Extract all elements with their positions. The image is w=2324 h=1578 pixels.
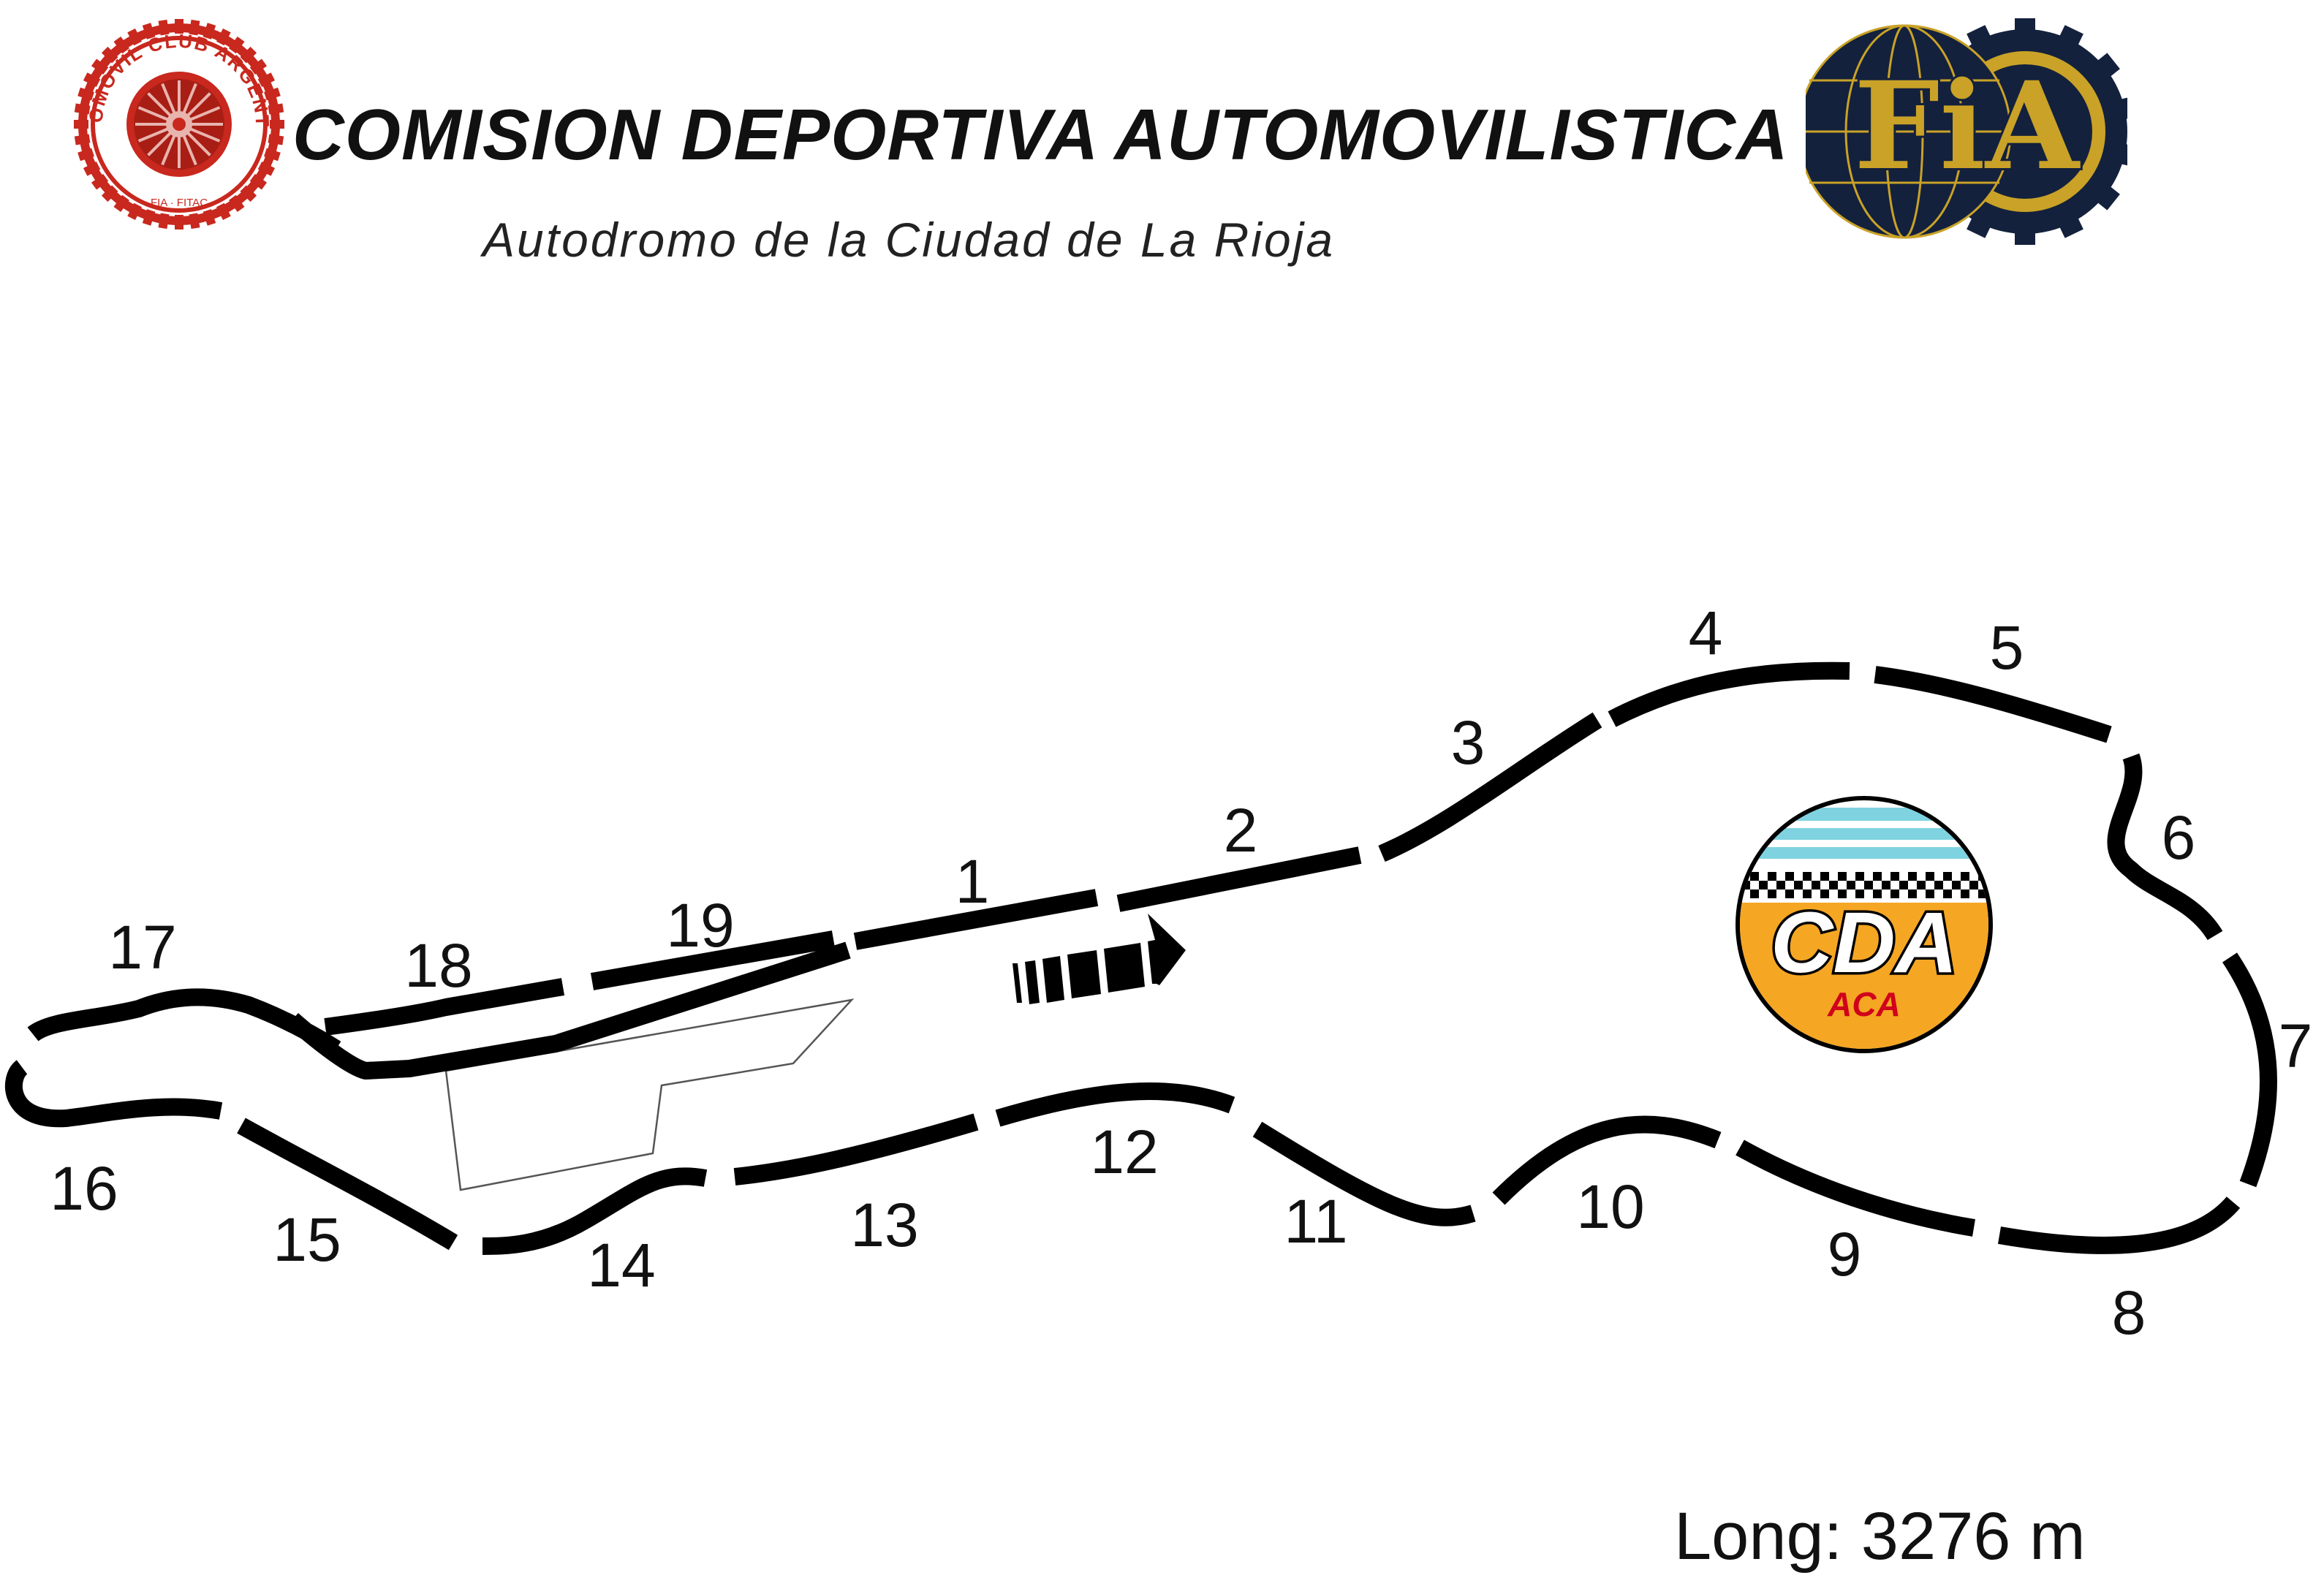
track-segment xyxy=(287,941,851,1080)
track-segment xyxy=(853,889,1099,950)
turn-label-11: 11 xyxy=(1284,1187,1347,1256)
aca-logo: AUTOMOVIL CLUB ARGENTINO FIA · FITAC xyxy=(73,15,284,230)
page-title: COMISION DEPORTIVA AUTOMOVILISTICA xyxy=(292,94,1789,175)
pit-building xyxy=(444,998,855,1191)
track-segment xyxy=(482,1167,708,1255)
track-segment xyxy=(2222,952,2277,1188)
turn-label-3: 3 xyxy=(1451,708,1485,777)
aca-bottom-text: FIA · FITAC xyxy=(151,197,208,209)
track-segment xyxy=(1997,1196,2241,1254)
track-segment xyxy=(1492,1115,1722,1205)
turn-label-13: 13 xyxy=(850,1191,918,1259)
track-segment xyxy=(1736,1139,1975,1237)
track-segment xyxy=(1252,1121,1476,1226)
cda-logo-text: CDA xyxy=(1771,895,1958,991)
fia-logo-text: FiA xyxy=(1854,55,2081,197)
track-segment xyxy=(1874,666,2112,743)
turn-label-16: 16 xyxy=(50,1154,118,1223)
turn-label-6: 6 xyxy=(2162,803,2196,872)
turn-label-19: 19 xyxy=(666,891,734,960)
fia-logo: FiA xyxy=(1806,18,2127,245)
track-length: Long: 3276 m xyxy=(1674,1499,2086,1574)
track-segment xyxy=(995,1082,1235,1127)
turn-label-2: 2 xyxy=(1224,796,1258,865)
track-segment xyxy=(4,1060,223,1128)
cda-logo-subtext: ACA xyxy=(1827,985,1901,1023)
turn-label-4: 4 xyxy=(1689,599,1723,667)
track-segment xyxy=(2107,753,2223,941)
track-outline xyxy=(4,661,2277,1255)
turn-label-14: 14 xyxy=(587,1231,655,1300)
track-segment xyxy=(324,978,565,1036)
track-segment xyxy=(237,1118,458,1251)
direction-arrow xyxy=(1013,914,1186,1004)
turn-label-5: 5 xyxy=(1990,613,2024,682)
turn-label-17: 17 xyxy=(108,913,176,982)
track-segment xyxy=(1608,661,1850,727)
track-segment xyxy=(1378,712,1602,862)
turn-label-8: 8 xyxy=(2112,1278,2146,1347)
turn-label-7: 7 xyxy=(2279,1012,2313,1080)
cda-logo: CDA ACA xyxy=(1736,796,1993,1053)
turn-label-12: 12 xyxy=(1090,1118,1158,1186)
turn-label-9: 9 xyxy=(1828,1220,1862,1289)
track-segment xyxy=(733,1113,979,1186)
track-segment xyxy=(1116,846,1362,912)
page-subtitle: Autodromo de la Ciudad de La Rioja xyxy=(482,213,1336,267)
turn-label-18: 18 xyxy=(404,931,472,1000)
track-segment xyxy=(590,930,836,990)
turn-label-15: 15 xyxy=(273,1205,341,1274)
turn-label-1: 1 xyxy=(955,847,990,916)
turn-label-10: 10 xyxy=(1576,1172,1644,1241)
